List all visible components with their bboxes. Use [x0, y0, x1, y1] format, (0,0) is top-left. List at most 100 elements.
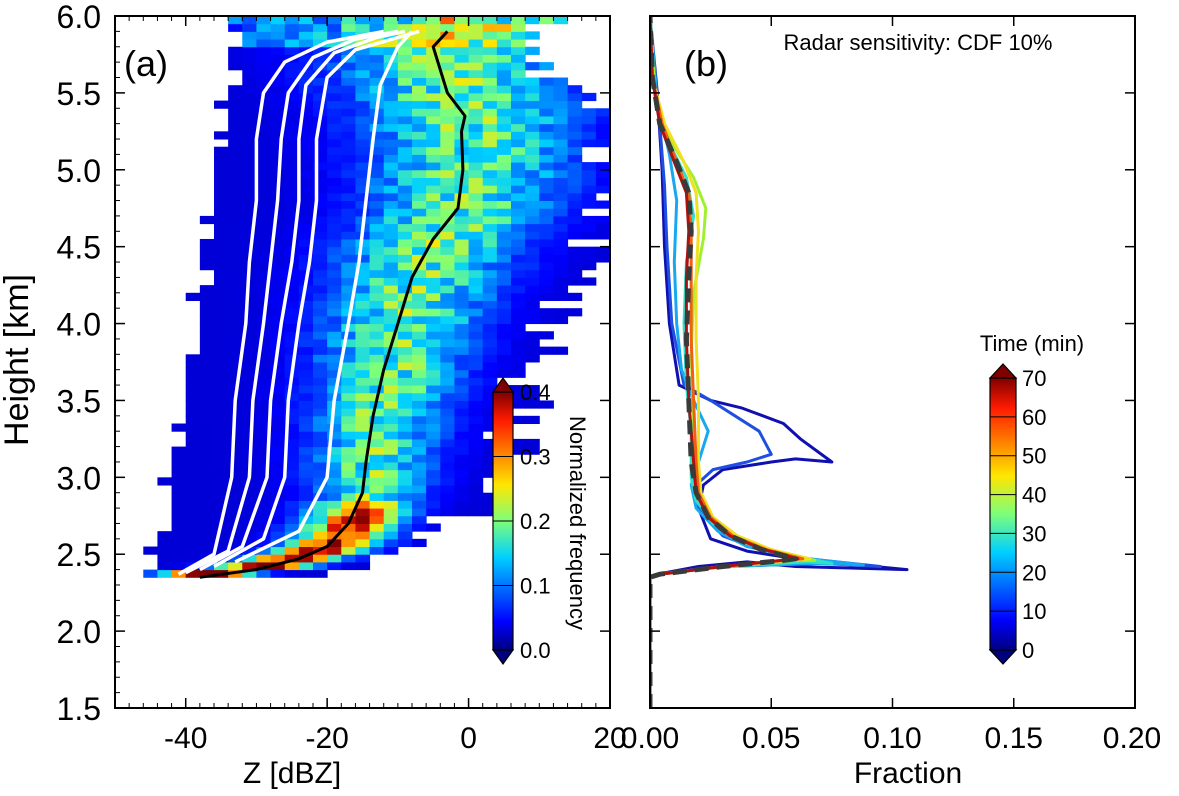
- heatmap-cell: [355, 538, 371, 548]
- heatmap-cell: [383, 215, 399, 225]
- heatmap-cell: [270, 385, 286, 394]
- heatmap-cell: [270, 139, 286, 148]
- heatmap-cell: [355, 492, 371, 501]
- panel-a-label: (a): [124, 43, 168, 84]
- heatmap-cell: [567, 92, 583, 102]
- heatmap-cell: [256, 85, 272, 94]
- heatmap-cell: [228, 231, 243, 240]
- heatmap-cell: [383, 100, 399, 109]
- heatmap-cell: [440, 254, 455, 263]
- heatmap-cell: [256, 23, 272, 32]
- heatmap-cell: [242, 92, 257, 102]
- heatmap-cell: [327, 223, 342, 232]
- heatmap-cell: [171, 446, 187, 455]
- heatmap-cell: [426, 92, 441, 102]
- heatmap-cell: [284, 16, 300, 25]
- heatmap-cell: [454, 62, 470, 71]
- heatmap-cell: [412, 177, 427, 186]
- heatmap-cell: [214, 208, 229, 217]
- heatmap-cell: [214, 508, 229, 517]
- panel-b-label: (b): [684, 43, 728, 84]
- heatmap-cell: [185, 523, 201, 532]
- heatmap-cell: [242, 515, 257, 524]
- heatmap-cell: [369, 346, 385, 355]
- heatmap-cell: [185, 569, 201, 578]
- heatmap-cell: [511, 246, 526, 255]
- heatmap-cell: [383, 500, 399, 509]
- heatmap-cell: [341, 139, 356, 148]
- heatmap-cell: [383, 200, 399, 209]
- heatmap-cell: [511, 277, 526, 286]
- heatmap-cell: [383, 315, 399, 325]
- heatmap-cell: [468, 46, 484, 55]
- heatmap-cell: [171, 485, 187, 494]
- heatmap-cell: [539, 238, 554, 248]
- heatmap-cell: [284, 392, 300, 401]
- heatmap-cell: [284, 154, 300, 163]
- heatmap-cell: [313, 85, 328, 94]
- heatmap-cell: [539, 277, 554, 286]
- heatmap-cell: [298, 54, 314, 63]
- heatmap-cell: [369, 192, 385, 202]
- heatmap-cell: [496, 231, 512, 240]
- heatmap-cell: [341, 531, 356, 540]
- heatmap-cell: [199, 446, 215, 455]
- heatmap-cell: [397, 485, 413, 494]
- heatmap-cell: [284, 39, 300, 48]
- heatmap-cell: [397, 16, 413, 25]
- heatmap-cell: [397, 77, 413, 86]
- heatmap-cell: [355, 100, 371, 109]
- heatmap-cell: [525, 146, 540, 155]
- heatmap-cell: [214, 177, 229, 186]
- heatmap-cell: [525, 162, 540, 171]
- heatmap-cell: [214, 285, 229, 294]
- heatmap-cell: [511, 23, 526, 32]
- heatmap-cell: [454, 300, 470, 309]
- heatmap-cell: [284, 238, 300, 248]
- heatmap-cell: [468, 231, 484, 240]
- heatmap-cell: [341, 338, 356, 348]
- heatmap-cell: [199, 569, 215, 578]
- heatmap-cell: [525, 123, 540, 132]
- heatmap-cell: [298, 185, 314, 194]
- heatmap-cell: [341, 269, 356, 278]
- heatmap-cell: [369, 338, 385, 348]
- heatmap-cell: [298, 523, 314, 532]
- heatmap-cell: [214, 262, 229, 271]
- heatmap-cell: [298, 108, 314, 117]
- heatmap-cell: [482, 415, 498, 425]
- heatmap-cell: [327, 185, 342, 194]
- heatmap-cell: [525, 223, 540, 232]
- heatmap-cell: [341, 423, 356, 432]
- heatmap-cell: [270, 277, 286, 286]
- heatmap-cell: [355, 277, 371, 286]
- heatmap-cell: [440, 492, 455, 501]
- y-tick-label: 1.5: [57, 691, 101, 727]
- heatmap-cell: [454, 238, 470, 248]
- heatmap-cell: [313, 300, 328, 309]
- heatmap-cell: [426, 131, 441, 140]
- heatmap-cell: [412, 254, 427, 263]
- heatmap-cell: [228, 292, 243, 301]
- heatmap-cell: [581, 246, 597, 255]
- heatmap-cell: [525, 285, 540, 294]
- heatmap-cell: [242, 492, 257, 501]
- heatmap-cell: [313, 23, 328, 32]
- heatmap-cell: [440, 508, 455, 517]
- heatmap-cell: [383, 531, 399, 540]
- heatmap-cell: [327, 177, 342, 186]
- heatmap-cell: [284, 400, 300, 409]
- heatmap-cell: [440, 200, 455, 209]
- heatmap-cell: [468, 485, 484, 494]
- heatmap-cell: [525, 254, 540, 263]
- heatmap-cell: [313, 262, 328, 271]
- heatmap-cell: [426, 346, 441, 355]
- heatmap-cell: [482, 331, 498, 340]
- heatmap-cell: [256, 177, 272, 186]
- heatmap-cell: [468, 169, 484, 178]
- heatmap-cell: [313, 354, 328, 363]
- heatmap-cell: [426, 454, 441, 463]
- heatmap-cell: [511, 392, 526, 401]
- heatmap-cell: [313, 169, 328, 178]
- heatmap-cell: [214, 477, 229, 486]
